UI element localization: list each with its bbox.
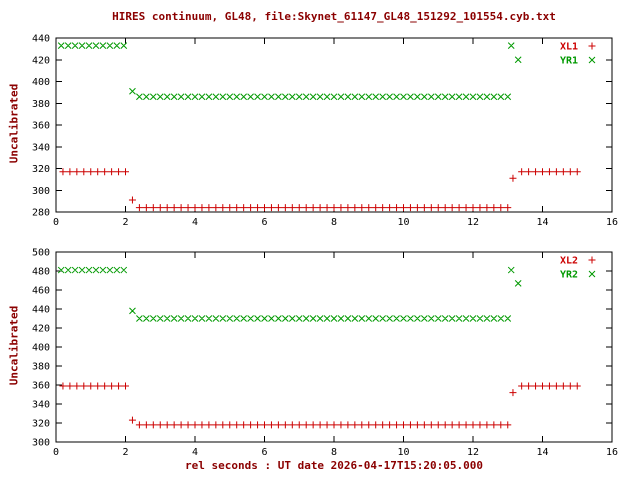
- svg-text:320: 320: [32, 164, 50, 175]
- svg-text:YR2: YR2: [560, 270, 578, 281]
- svg-text:340: 340: [32, 400, 50, 411]
- svg-text:400: 400: [32, 77, 50, 88]
- svg-text:XL1: XL1: [560, 42, 578, 53]
- svg-text:12: 12: [467, 447, 479, 458]
- svg-text:8: 8: [331, 217, 337, 228]
- svg-text:440: 440: [32, 305, 50, 316]
- svg-text:360: 360: [32, 381, 50, 392]
- svg-text:6: 6: [261, 217, 267, 228]
- svg-text:2: 2: [122, 447, 128, 458]
- svg-text:0: 0: [53, 217, 59, 228]
- svg-text:16: 16: [606, 447, 618, 458]
- svg-text:6: 6: [261, 447, 267, 458]
- bottom-plot: 0 2 4 6 8 10 12 14 16 300 320 340 360 380 400 420 440 460…: [32, 248, 618, 459]
- svg-text:10: 10: [397, 217, 409, 228]
- svg-text:2: 2: [122, 217, 128, 228]
- svg-text:460: 460: [32, 286, 50, 297]
- svg-text:300: 300: [32, 186, 50, 197]
- svg-text:300: 300: [32, 438, 50, 449]
- svg-text:440: 440: [32, 34, 50, 45]
- x-axis-label: rel seconds : UT date 2026-04-17T15:20:0…: [184, 459, 483, 472]
- svg-text:10: 10: [397, 447, 409, 458]
- svg-text:420: 420: [32, 324, 50, 335]
- svg-text:12: 12: [467, 217, 479, 228]
- svg-text:380: 380: [32, 362, 50, 373]
- svg-text:XL2: XL2: [560, 256, 578, 267]
- svg-text:4: 4: [192, 447, 198, 458]
- svg-text:14: 14: [536, 447, 548, 458]
- svg-text:500: 500: [32, 248, 50, 259]
- svg-text:YR1: YR1: [560, 56, 578, 67]
- svg-text:16: 16: [606, 217, 618, 228]
- svg-text:8: 8: [331, 447, 337, 458]
- svg-text:14: 14: [536, 217, 548, 228]
- svg-text:340: 340: [32, 142, 50, 153]
- svg-text:480: 480: [32, 267, 50, 278]
- svg-text:360: 360: [32, 121, 50, 132]
- svg-text:4: 4: [192, 217, 198, 228]
- top-plot: 0 2 4 6 8 10 12 14 16 280 300 320 340 360 380 400 420 440…: [32, 34, 618, 229]
- svg-text:0: 0: [53, 447, 59, 458]
- svg-text:320: 320: [32, 419, 50, 430]
- chart-title: HIRES continuum, GL48, file:Skynet_61147…: [112, 10, 556, 23]
- svg-text:420: 420: [32, 55, 50, 66]
- svg-text:400: 400: [32, 343, 50, 354]
- svg-text:280: 280: [32, 208, 50, 219]
- svg-text:380: 380: [32, 99, 50, 110]
